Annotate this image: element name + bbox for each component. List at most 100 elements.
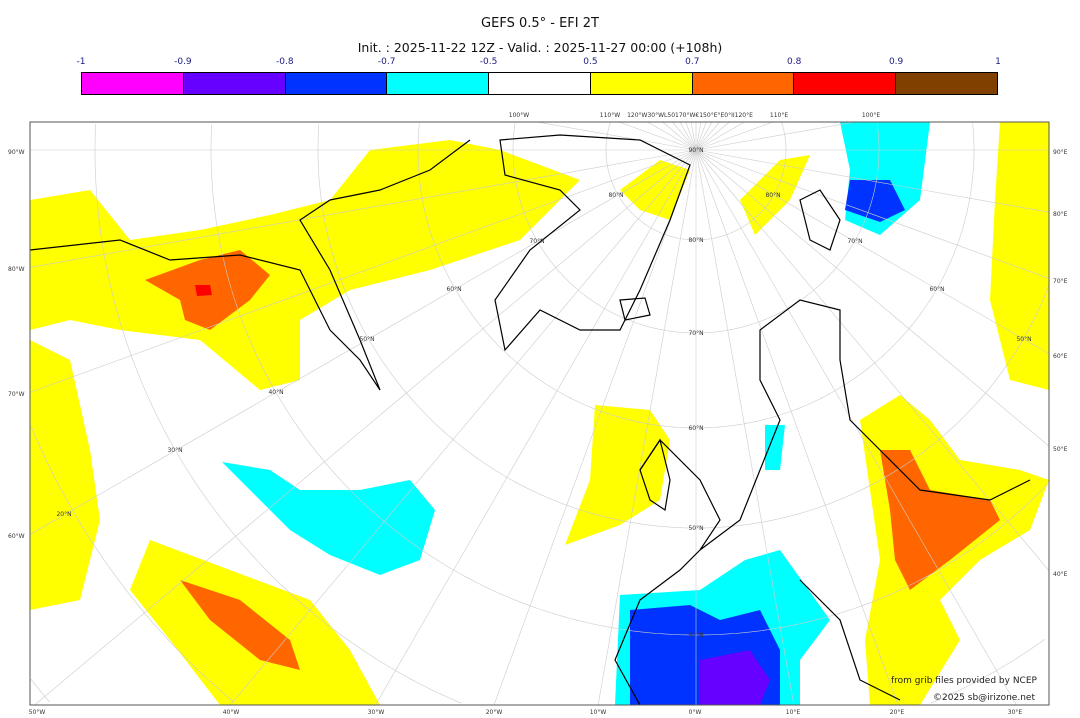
- colorbar-tick: -0.9: [174, 57, 192, 67]
- graticule: [30, 122, 1049, 705]
- meridian-line: [695, 122, 713, 151]
- red-area-alaska: [195, 285, 212, 296]
- top-lon-label: 110°E: [770, 112, 788, 119]
- latitude-circle: [512, 122, 880, 334]
- meridian-line: [695, 149, 795, 705]
- bottom-lon-label: 40°W: [223, 709, 240, 716]
- latitude-circle: [210, 124, 1049, 636]
- yellow-area-arctic: [620, 155, 810, 235]
- yellow-area-siberia: [990, 122, 1049, 390]
- lat-label: 50°N: [359, 336, 374, 343]
- meridian-line: [695, 149, 1049, 447]
- meridian-line: [695, 149, 899, 705]
- meridian-line: [647, 122, 697, 151]
- colorbar-segment: [489, 73, 591, 94]
- meridian-line: [375, 149, 697, 705]
- colorbar-tick: 0.9: [888, 57, 904, 67]
- lat-label: 80°N: [608, 192, 623, 199]
- meridian-line: [695, 122, 707, 151]
- meridian-line: [695, 149, 1017, 705]
- efi-anomaly-fields: [30, 122, 1049, 705]
- bottom-lon-label: 30°E: [1008, 709, 1023, 716]
- coastlines: [30, 134, 1031, 705]
- lat-label: 80°N: [765, 192, 780, 199]
- top-lon-label: 110°W: [600, 112, 620, 119]
- colorbar-segment: [794, 73, 897, 94]
- latitude-circle: [94, 123, 1046, 704]
- colorbar-tick: 0.5: [583, 57, 598, 67]
- greenland-coast: [494, 134, 691, 352]
- cyan-area-atlantic: [222, 462, 435, 575]
- left-lon-label: 80°W: [8, 266, 25, 273]
- lat-label: 80°N: [688, 237, 703, 244]
- lat-label: 50°N: [1016, 336, 1031, 343]
- lat-label: 70°N: [847, 238, 862, 245]
- meridian-line: [690, 122, 697, 151]
- meridian-line: [230, 149, 697, 705]
- meridian-line: [695, 149, 1049, 213]
- meridian-line: [685, 122, 697, 151]
- colorbar: [81, 72, 998, 95]
- lat-label: 50°N: [688, 525, 703, 532]
- left-lon-label: 60°W: [8, 533, 25, 540]
- bottom-lon-label: 50°W: [29, 709, 46, 716]
- meridian-line: [695, 122, 702, 151]
- meridian-line: [695, 149, 1049, 355]
- latitude-circle: [317, 123, 1049, 529]
- copyright: ©2025 sb@irizone.net: [933, 693, 1035, 703]
- right-lon-label: 40°E: [1053, 571, 1068, 578]
- colorbar-segment: [285, 73, 388, 94]
- meridian-line: [537, 122, 697, 151]
- lat-label: 70°N: [529, 238, 544, 245]
- meridian-line: [672, 122, 697, 151]
- colorbar-tick: 0.7: [685, 57, 700, 67]
- colorbar-tick: -0.5: [479, 57, 498, 67]
- meridian-line: [695, 122, 730, 151]
- meridian-line: [30, 149, 697, 535]
- top-lon-label: 120°W30°WL50170°W€150°E°E0°II120°E: [627, 112, 753, 119]
- lat-label: 90°N: [688, 147, 703, 154]
- colorbar-segment: [896, 73, 998, 94]
- yellow-area-uk: [565, 405, 670, 545]
- chart-subtitle: Init. : 2025-11-22 12Z - Valid. : 2025-1…: [357, 40, 723, 55]
- map-frame: [29, 121, 1050, 706]
- right-lon-label: 60°E: [1053, 353, 1068, 360]
- meridian-line: [695, 122, 720, 151]
- bottom-lon-label: 20°W: [486, 709, 503, 716]
- lat-label: 20°N: [56, 511, 71, 518]
- colorbar-tick: 1: [995, 57, 1001, 67]
- lat-label: 30°N: [167, 447, 182, 454]
- lat-label: 60°N: [688, 425, 703, 432]
- meridian-line: [493, 149, 697, 705]
- latitude-circle: [30, 425, 234, 702]
- right-lon-label: 70°E: [1053, 278, 1068, 285]
- latitude-circle: [417, 123, 975, 429]
- top-lon-label: 100°E: [862, 112, 880, 119]
- purple-area-iberia: [700, 650, 770, 705]
- meridian-line: [679, 122, 697, 151]
- bottom-lon-label: 10°W: [590, 709, 607, 716]
- bottom-lon-label: 0°W: [689, 709, 702, 716]
- meridian-line: [695, 122, 774, 151]
- lat-label: 40°N: [688, 632, 703, 639]
- bottom-lon-label: 30°W: [368, 709, 385, 716]
- left-lon-label: 70°W: [8, 391, 25, 398]
- north-america-coast: [30, 139, 471, 391]
- colorbar-segment: [387, 73, 490, 94]
- colorbar-tick: 0.8: [787, 57, 802, 67]
- iceland-coast: [619, 297, 651, 321]
- colorbar-segment: [590, 73, 693, 94]
- colorbar-tick: -0.7: [377, 57, 396, 67]
- colorbar-segment: [183, 73, 286, 94]
- top-lon-label: 100°W: [509, 112, 529, 119]
- orange-area-balkans: [880, 450, 1000, 590]
- colorbar-tick: -0.8: [275, 57, 294, 67]
- right-lon-label: 50°E: [1053, 446, 1068, 453]
- cyan-area-scandinavia: [765, 425, 785, 470]
- left-lon-label: 90°W: [8, 149, 25, 156]
- meridian-line: [695, 149, 1049, 279]
- lat-label: 40°N: [268, 389, 283, 396]
- orange-area-atlantic: [180, 580, 300, 670]
- lat-label: 60°N: [446, 286, 461, 293]
